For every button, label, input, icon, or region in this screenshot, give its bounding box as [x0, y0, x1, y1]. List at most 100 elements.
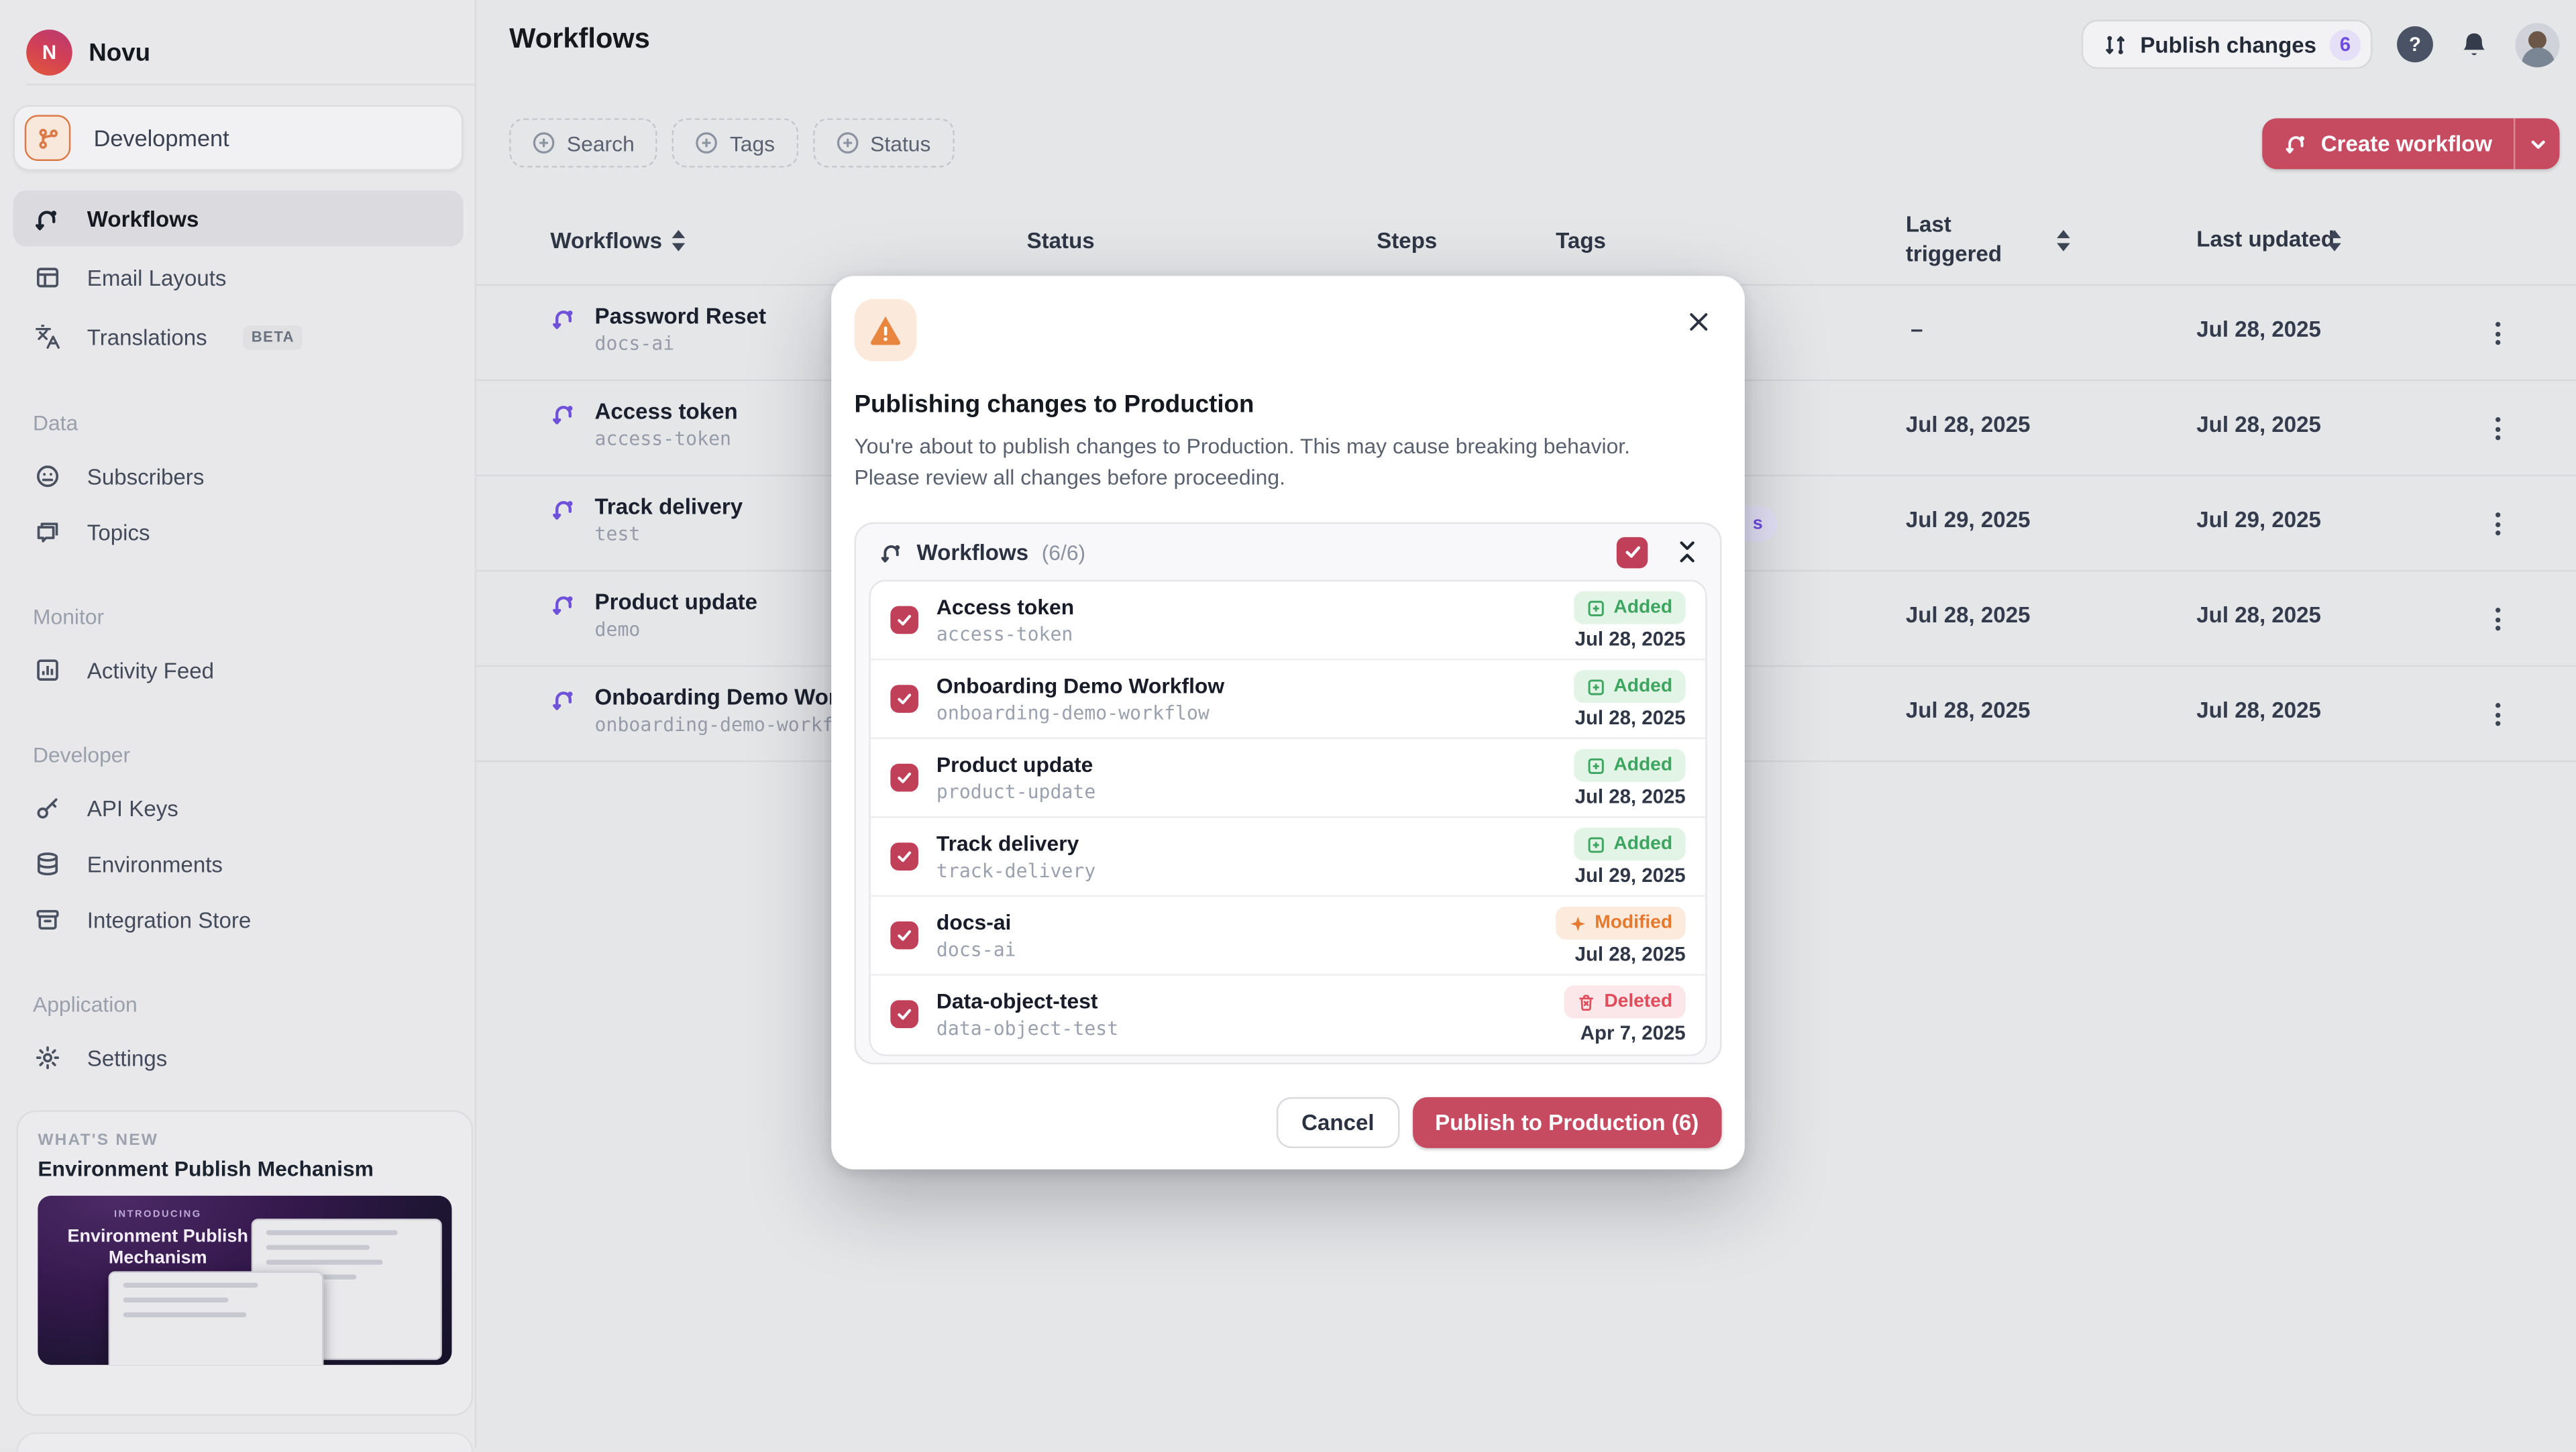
row-menu-button[interactable]: [2477, 695, 2517, 734]
subscriber-face-icon: [33, 462, 61, 490]
row-menu-button[interactable]: [2477, 600, 2517, 639]
last-triggered-value: Jul 28, 2025: [1905, 697, 2031, 723]
help-button[interactable]: ?: [2397, 26, 2433, 63]
status-badge-deleted: Deleted: [1564, 985, 1686, 1019]
change-row[interactable]: Track delivery track-delivery Added Jul …: [870, 818, 1706, 897]
workflows-change-group: Workflows (6/6) Access token access-toke…: [854, 522, 1722, 1064]
close-icon[interactable]: [1686, 309, 1712, 335]
last-updated-value: Jul 28, 2025: [2196, 697, 2321, 723]
workflow-icon: [33, 205, 61, 233]
row-checkbox[interactable]: [890, 606, 918, 634]
status-badge-added: Added: [1574, 670, 1686, 704]
row-menu-button[interactable]: [2477, 504, 2517, 544]
column-header-workflows[interactable]: Workflows: [550, 194, 686, 286]
whats-new-card[interactable]: WHAT'S NEW Environment Publish Mechanism…: [16, 1110, 474, 1416]
row-checkbox[interactable]: [890, 763, 918, 792]
change-row[interactable]: docs-ai docs-ai Modified Jul 28, 2025: [870, 897, 1706, 976]
user-avatar[interactable]: [2515, 22, 2560, 67]
status-badge-modified: Modified: [1555, 906, 1686, 940]
sidebar-item-activity-feed[interactable]: Activity Feed: [13, 644, 464, 696]
sidebar-item-label: Translations: [87, 324, 207, 349]
sort-icon-last-triggered[interactable]: [2057, 194, 2070, 286]
chat-bubbles-icon: [33, 518, 61, 547]
sort-icon-last-updated[interactable]: [2328, 194, 2341, 286]
workflow-icon: [550, 306, 576, 357]
sidebar-item-environments[interactable]: Environments: [13, 838, 464, 890]
status-filter-chip[interactable]: Status: [812, 118, 954, 168]
cancel-button[interactable]: Cancel: [1277, 1097, 1399, 1148]
row-checkbox[interactable]: [890, 685, 918, 713]
change-slug: access-token: [936, 622, 1073, 646]
plus-circle-icon: [695, 131, 718, 154]
page-title: Workflows: [509, 23, 650, 54]
archive-icon: [33, 906, 61, 934]
filter-toolbar: Search Tags Status: [509, 118, 954, 168]
change-date: Jul 28, 2025: [1574, 785, 1686, 808]
column-header-tags: Tags: [1556, 227, 1606, 252]
group-label: Workflows: [916, 539, 1029, 565]
question-icon: ?: [2409, 32, 2421, 56]
gear-icon: [33, 1044, 61, 1072]
search-filter-chip[interactable]: Search: [509, 118, 658, 168]
change-row[interactable]: Data-object-test data-object-test Delete…: [871, 976, 1705, 1055]
tags-filter-chip[interactable]: Tags: [672, 118, 798, 168]
org-switcher[interactable]: N Novu: [26, 30, 150, 76]
notifications-bell-icon[interactable]: [2458, 26, 2491, 62]
row-menu-button[interactable]: [2477, 314, 2517, 353]
database-icon: [33, 850, 61, 878]
change-name: Data-object-test: [936, 989, 1098, 1014]
publish-changes-button[interactable]: Publish changes 6: [2081, 19, 2373, 69]
workflow-slug: access-token: [594, 427, 732, 451]
status-badge-added: Added: [1574, 828, 1686, 861]
sidebar-item-translations[interactable]: Translations BETA: [13, 309, 464, 364]
change-row[interactable]: Access token access-token Added Jul 28, …: [870, 581, 1706, 661]
row-menu-button[interactable]: [2477, 409, 2517, 449]
chevron-down-icon: [2528, 134, 2547, 154]
plus-circle-icon: [532, 131, 555, 154]
brand-name: Novu: [89, 38, 151, 67]
create-workflow-button[interactable]: Create workflow: [2261, 118, 2560, 170]
change-row[interactable]: Product update product-update Added Jul …: [870, 739, 1706, 818]
table-row[interactable]: Access token access-token Jul 28, 2025 J…: [476, 381, 2576, 477]
change-date: Jul 28, 2025: [1574, 627, 1686, 651]
row-checkbox[interactable]: [890, 1000, 918, 1029]
workflow-slug: demo: [594, 617, 641, 641]
promo-screenshot: [108, 1271, 324, 1365]
environment-switcher[interactable]: Development: [13, 105, 464, 171]
sidebar-item-api-keys[interactable]: API Keys: [13, 782, 464, 834]
sidebar-item-settings[interactable]: Settings: [13, 1031, 464, 1084]
last-updated-value: Jul 28, 2025: [2196, 412, 2321, 437]
sidebar-item-email-layouts[interactable]: Email Layouts: [13, 249, 464, 305]
sidebar-item-workflows[interactable]: Workflows: [13, 190, 464, 247]
create-workflow-dropdown[interactable]: [2513, 118, 2560, 170]
change-name: Onboarding Demo Workflow: [936, 673, 1225, 698]
collapse-icon[interactable]: [1671, 535, 1704, 568]
sort-icon: [672, 229, 686, 251]
sidebar-item-label: Workflows: [87, 206, 199, 231]
sidebar-item-subscribers[interactable]: Subscribers: [13, 450, 464, 502]
sidebar-item-topics[interactable]: Topics: [13, 506, 464, 558]
change-name: Access token: [936, 594, 1075, 620]
column-header-last-triggered[interactable]: Last triggered: [1905, 211, 2002, 266]
column-header-steps: Steps: [1377, 227, 1438, 252]
whats-new-eyebrow: WHAT'S NEW: [38, 1131, 159, 1150]
row-checkbox[interactable]: [890, 842, 918, 871]
status-badge-added: Added: [1574, 591, 1686, 624]
change-name: Product update: [936, 752, 1093, 777]
column-header-last-updated[interactable]: Last updated: [2196, 226, 2335, 252]
publish-to-production-button[interactable]: Publish to Production (6): [1411, 1097, 1722, 1148]
sidebar-item-label: Settings: [87, 1045, 168, 1070]
workflow-name: Password Reset: [594, 304, 766, 329]
filter-label: Status: [870, 130, 931, 156]
change-slug: product-update: [936, 780, 1096, 803]
main-content: Workflows Publish changes 6 ?: [476, 0, 2576, 1449]
change-row[interactable]: Onboarding Demo Workflow onboarding-demo…: [870, 660, 1706, 740]
change-slug: docs-ai: [936, 938, 1016, 961]
languages-icon: [33, 323, 61, 351]
whats-new-title: Environment Publish Mechanism: [38, 1156, 374, 1181]
select-all-checkbox[interactable]: [1616, 536, 1648, 568]
promo-title: Environment Publish Mechanism: [67, 1227, 248, 1268]
row-checkbox[interactable]: [890, 921, 918, 950]
workflow-icon: [2283, 131, 2308, 156]
sidebar-item-integration-store[interactable]: Integration Store: [13, 893, 464, 946]
